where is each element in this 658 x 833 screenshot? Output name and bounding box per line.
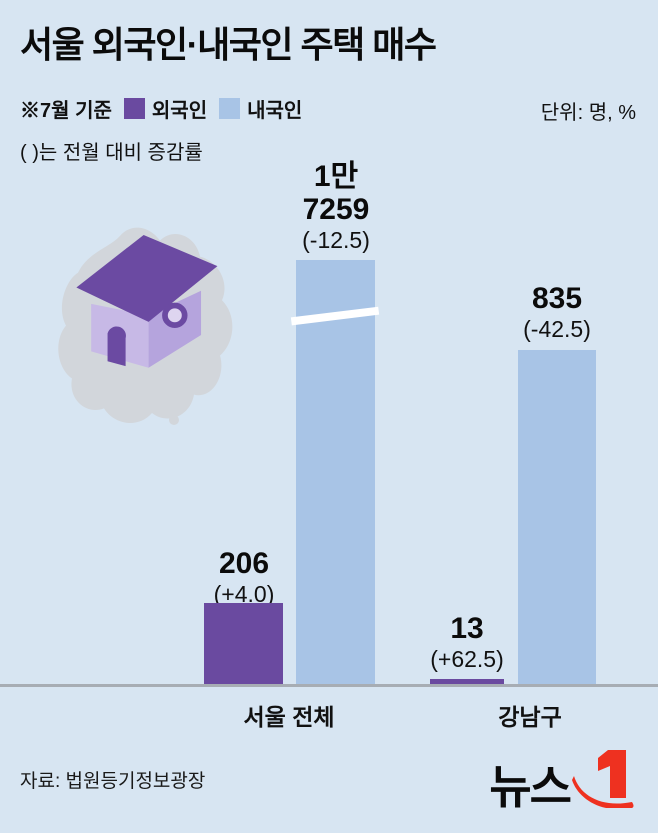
- category-label-seoul: 서울 전체: [243, 704, 335, 730]
- x-axis-baseline: [0, 684, 658, 687]
- basis-note: ※7월 기준: [20, 100, 112, 122]
- news1-logo-text: 뉴스: [489, 761, 572, 813]
- house-window: [162, 302, 188, 329]
- value-text: 1만: [313, 160, 359, 193]
- legend-label-domestic: 내국인: [247, 100, 303, 122]
- value-text: 835: [531, 282, 583, 315]
- value-text: 13: [450, 612, 484, 645]
- change-text: (+4.0): [213, 581, 275, 607]
- value-label-domestic-gangnam: 835 (-42.5): [492, 282, 622, 344]
- bar-foreign-gangnam: [430, 679, 504, 685]
- seoul-map-house-illustration: [42, 198, 254, 441]
- bar-domestic-gangnam: [518, 350, 596, 685]
- news1-logo-one-icon: [572, 750, 638, 813]
- house-roof: [76, 234, 218, 322]
- value-label-foreign-seoul: 206 (+4.0): [179, 547, 309, 609]
- house-door: [107, 326, 126, 367]
- value-text: 206: [218, 547, 270, 580]
- page-title: 서울 외국인·내국인 주택 매수: [20, 24, 437, 65]
- news1-logo: 뉴스: [489, 750, 638, 813]
- value-text: 7259: [302, 193, 370, 226]
- value-label-domestic-seoul: 1만 7259 (-12.5): [271, 160, 401, 255]
- change-text: (-42.5): [523, 316, 591, 342]
- legend: ※7월 기준 외국인 내국인: [20, 94, 302, 123]
- change-text: (-12.5): [302, 227, 370, 253]
- bar-foreign-seoul: [204, 603, 283, 685]
- legend-item-foreign: 외국인: [123, 94, 208, 123]
- axis-break-mark: [291, 306, 380, 326]
- legend-item-domestic: 내국인: [219, 94, 302, 123]
- category-label-gangnam: 강남구: [498, 704, 562, 730]
- bar-domestic-seoul: [291, 260, 380, 685]
- source-credit: 자료: 법원등기정보광장: [20, 771, 206, 792]
- value-label-foreign-gangnam: 13 (+62.5): [402, 612, 532, 674]
- change-text: (+62.5): [430, 646, 504, 672]
- legend-swatch-foreign: [123, 98, 145, 119]
- parenthesis-note: ( )는 전월 대비 증감률: [20, 142, 203, 164]
- seoul-map-house-svg: [58, 227, 233, 425]
- house-icon: [76, 234, 218, 368]
- legend-swatch-domestic: [219, 98, 241, 119]
- map-island-dot: [169, 415, 179, 425]
- unit-note: 단위: 명, %: [540, 102, 636, 124]
- legend-label-foreign: 외국인: [151, 100, 208, 122]
